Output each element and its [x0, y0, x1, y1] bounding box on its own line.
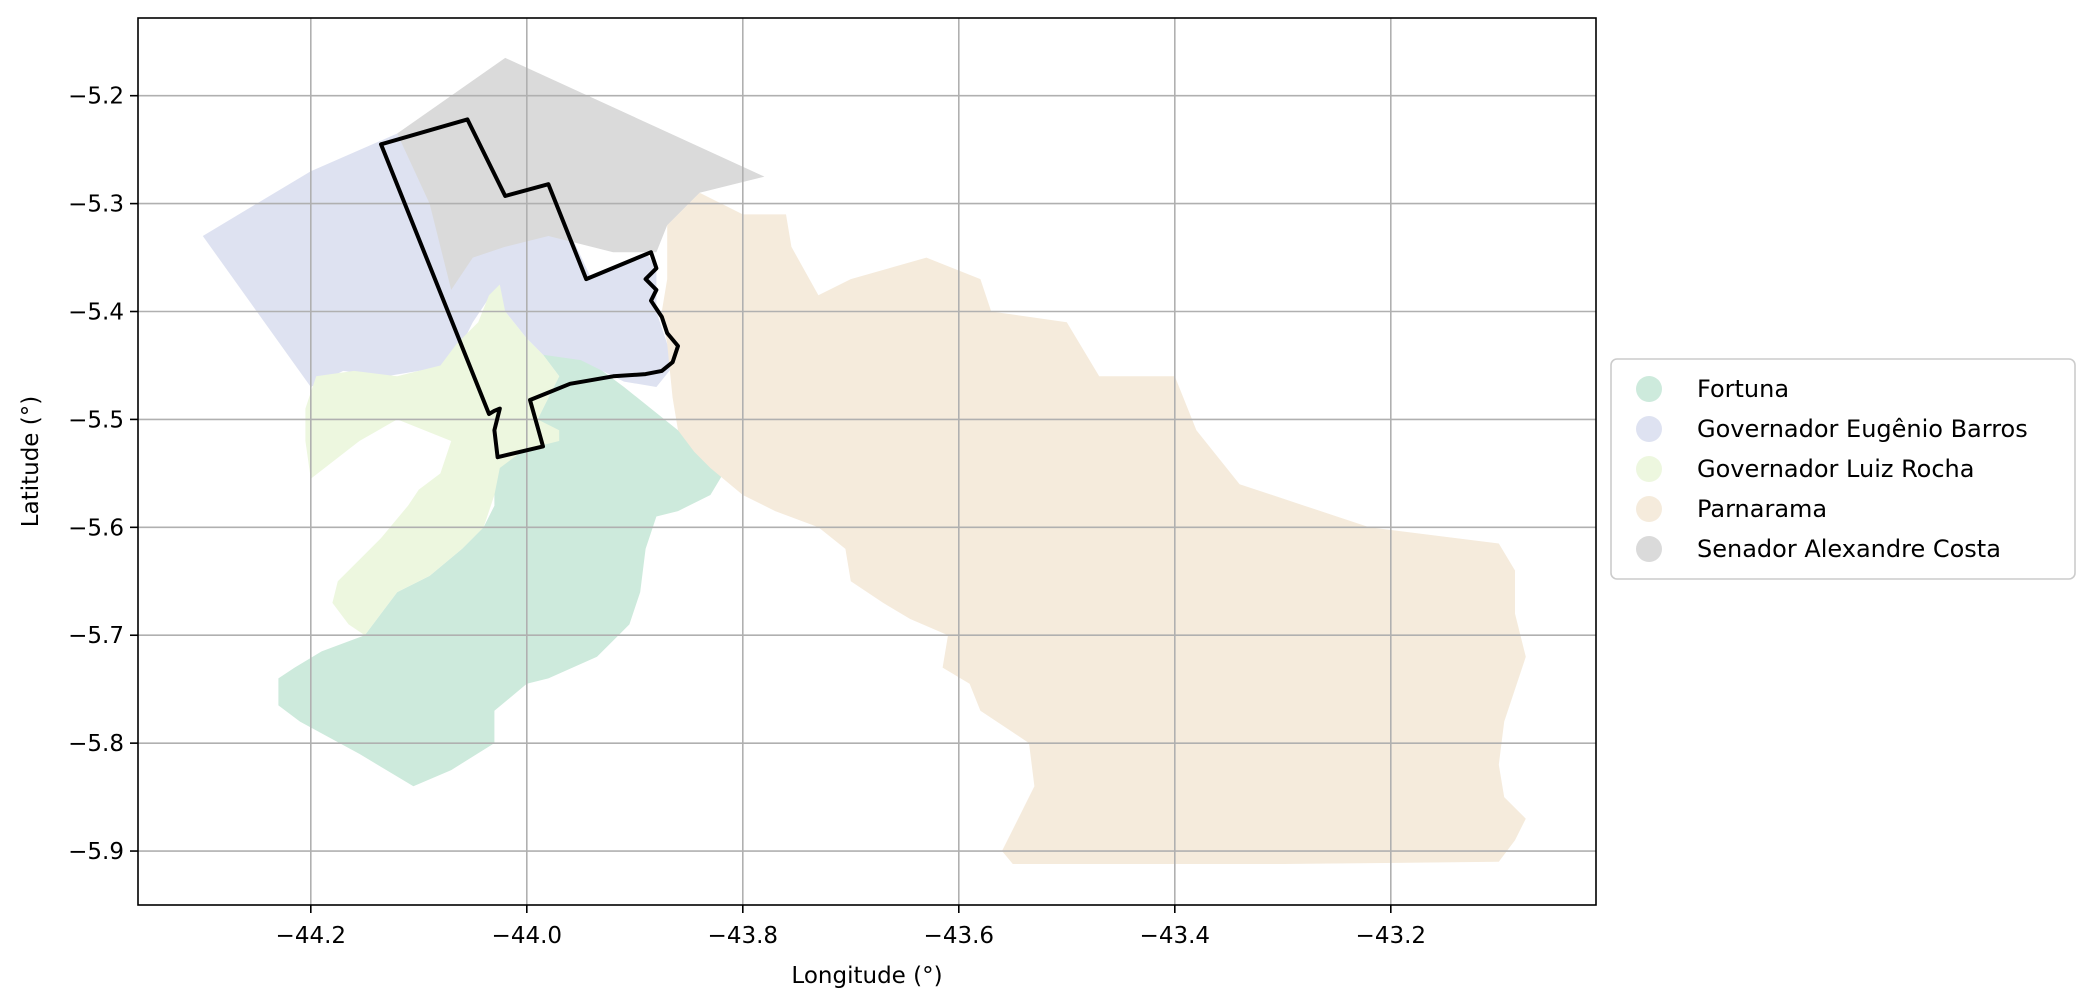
legend-marker — [1636, 496, 1662, 522]
map-regions — [202, 57, 1526, 865]
legend-marker — [1636, 536, 1662, 562]
y-tick-label: −5.6 — [68, 515, 124, 541]
y-tick-label: −5.8 — [68, 731, 124, 757]
y-tick-label: −5.4 — [68, 300, 124, 326]
legend-label: Fortuna — [1697, 375, 1789, 403]
legend: Fortuna Governador Eugênio Barros Governad… — [1610, 358, 2076, 580]
study-area-outline — [379, 117, 680, 460]
x-tick-label: −44.0 — [492, 923, 562, 949]
region-governador-eug-nio-barros — [202, 128, 679, 387]
x-ticks: −44.2 −44.0 −43.8 −43.6 −43.4 −43.2 — [276, 905, 1426, 949]
y-tick-label: −5.9 — [68, 839, 124, 865]
y-tick-label: −5.3 — [68, 192, 124, 218]
highlight-outline — [379, 117, 680, 460]
legend-marker — [1636, 376, 1662, 402]
region-parnarama — [661, 192, 1526, 865]
y-tick-label: −5.7 — [68, 623, 124, 649]
legend-label: Governador Eugênio Barros — [1697, 415, 2028, 443]
region-senador-alexandre-costa — [397, 57, 765, 290]
x-tick-label: −43.8 — [708, 923, 778, 949]
region-fortuna — [278, 333, 727, 787]
y-tick-label: −5.5 — [68, 407, 124, 433]
legend-box — [1610, 358, 2076, 580]
grid-lines-top — [138, 18, 1596, 905]
y-axis-label: Latitude (°) — [18, 396, 44, 527]
y-tick-label: −5.2 — [68, 84, 124, 110]
x-tick-label: −43.4 — [1140, 923, 1210, 949]
region-governador-luiz-rocha — [305, 284, 560, 636]
x-tick-label: −43.2 — [1356, 923, 1426, 949]
legend-marker — [1636, 456, 1662, 482]
x-tick-label: −44.2 — [276, 923, 346, 949]
legend-label: Governador Luiz Rocha — [1697, 455, 1974, 483]
legend-marker — [1636, 416, 1662, 442]
legend-label: Parnarama — [1697, 495, 1827, 523]
legend-label: Senador Alexandre Costa — [1697, 535, 2001, 563]
y-ticks: −5.2 −5.3 −5.4 −5.5 −5.6 −5.7 −5.8 −5.9 — [68, 84, 138, 865]
axes-frame — [137, 17, 1597, 906]
x-axis-label: Longitude (°) — [791, 963, 942, 989]
x-tick-label: −43.6 — [924, 923, 994, 949]
